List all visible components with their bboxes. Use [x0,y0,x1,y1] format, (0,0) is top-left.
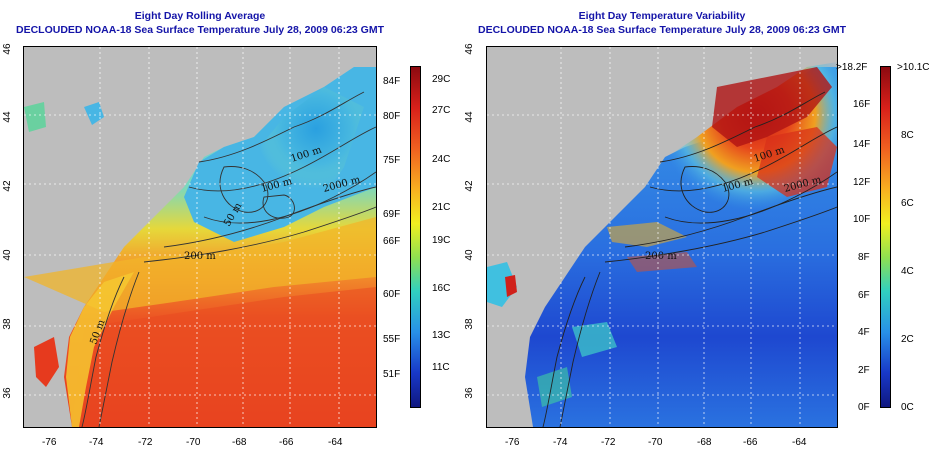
y-tick: 38 [464,318,475,330]
cbar-c-label: 27C [432,105,451,116]
y-tick: 36 [464,387,475,399]
right-variability-map: 100 m 100 m 2000 m 200 m [486,46,838,428]
cbar-f-label: 66F [383,236,401,247]
cbar-c-label: 6C [901,198,914,209]
right-contour-label: 200 m [645,251,677,262]
cbar-c-label: 2C [901,334,914,345]
cbar-f-label: 60F [383,289,401,300]
cbar-c-label: 21C [432,202,451,213]
cbar-c-label: 11C [432,362,450,373]
cbar-f-label: >18.2F [836,62,868,73]
cbar-f-label: 8F [858,252,870,263]
cbar-f-label: 2F [858,365,870,376]
x-tick: -64 [792,437,807,448]
cbar-c-label: 24C [432,154,451,165]
left-sst-map: 100 m 100 m 2000 m 200 m 50 m 50 m [23,46,377,428]
cbar-c-label: 8C [901,130,914,141]
cbar-f-label: 0F [858,402,870,413]
cbar-c-label: 16C [432,283,451,294]
x-tick: -68 [232,437,247,448]
right-colorbar [880,66,891,408]
y-tick: 40 [464,249,475,261]
y-tick: 42 [2,180,13,192]
y-tick: 46 [464,43,475,55]
y-tick: 40 [2,249,13,261]
x-tick: -68 [697,437,712,448]
cbar-f-label: 80F [383,111,401,122]
cbar-c-label: 29C [432,74,451,85]
y-tick: 46 [2,43,13,55]
cbar-c-label: 4C [901,266,914,277]
left-contour-label: 200 m [184,251,216,262]
cbar-f-label: 84F [383,76,401,87]
cbar-f-label: 4F [858,327,870,338]
x-tick: -72 [601,437,616,448]
x-tick: -74 [553,437,568,448]
x-tick: -76 [505,437,520,448]
y-tick: 44 [2,111,13,123]
x-tick: -66 [743,437,758,448]
y-tick: 44 [464,111,475,123]
left-title-line1: Eight Day Rolling Average [134,10,266,22]
cbar-f-label: 69F [383,209,401,220]
cbar-c-label: >10.1C [897,62,930,73]
x-tick: -70 [186,437,201,448]
right-title-line2: DECLOUDED NOAA-18 Sea Surface Temperatur… [477,24,847,36]
y-tick: 38 [2,318,13,330]
cbar-c-label: 19C [432,235,451,246]
cbar-f-label: 6F [858,290,870,301]
x-tick: -64 [328,437,343,448]
y-tick: 42 [464,180,475,192]
cbar-f-label: 16F [853,99,871,110]
cbar-f-label: 75F [383,155,401,166]
x-tick: -74 [89,437,104,448]
cbar-f-label: 12F [853,177,871,188]
left-title-line2: DECLOUDED NOAA-18 Sea Surface Temperatur… [15,24,385,36]
cbar-f-label: 51F [383,369,401,380]
cbar-c-label: 0C [901,402,914,413]
x-tick: -72 [138,437,153,448]
cbar-f-label: 14F [853,139,871,150]
cbar-f-label: 55F [383,334,401,345]
x-tick: -76 [42,437,57,448]
x-tick: -70 [648,437,663,448]
x-tick: -66 [279,437,294,448]
right-title-line1: Eight Day Temperature Variability [578,10,746,22]
y-tick: 36 [2,387,13,399]
cbar-f-label: 10F [853,214,871,225]
left-colorbar [410,66,421,408]
cbar-c-label: 13C [432,330,451,341]
